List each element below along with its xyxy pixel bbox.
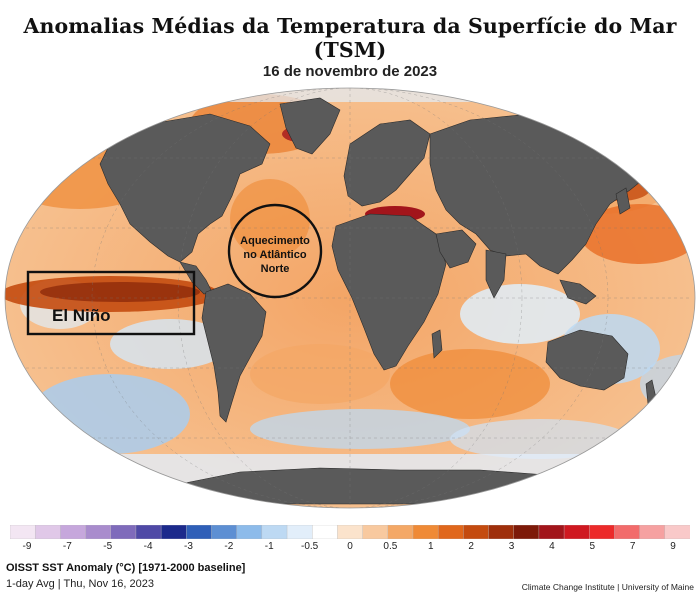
- colorbar-tick-label: -2: [224, 541, 234, 552]
- colorbar-swatch: [412, 524, 439, 540]
- colorbar-swatch: [589, 524, 616, 540]
- landmass-japan: [615, 187, 631, 215]
- colorbar-tick-label: 5: [589, 541, 596, 552]
- colorbar-swatch: [236, 524, 263, 540]
- colorbar-tick-label: -0.5: [301, 541, 319, 552]
- colorbar-tick-label: 0: [347, 541, 353, 552]
- atlantic-warming-circle: [227, 203, 323, 299]
- globe-outline: [4, 87, 696, 509]
- colorbar-tick-label: -1: [264, 541, 274, 552]
- landmass-australia: [545, 329, 629, 391]
- colorbar-tick-label: -9: [22, 541, 32, 552]
- colorbar-tick-label: -5: [103, 541, 113, 552]
- colorbar-tick-labels: -9 -7 -5 -4 -3 -2 -1 -0.5 0 0.5 1 2 3 4 5 7 9: [10, 541, 690, 555]
- colorbar-swatch: [639, 524, 666, 540]
- credit-label: Climate Change Institute | University of…: [521, 582, 694, 592]
- colorbar-swatch: [488, 524, 515, 540]
- atlantic-label-line1: Aquecimento: [240, 235, 310, 247]
- colorbar-swatch: [437, 524, 465, 540]
- colorbar-tick-label: -3: [184, 541, 193, 552]
- colorbar-swatch: [337, 524, 364, 540]
- colorbar-swatch: [513, 524, 540, 540]
- landmass-arabia: [435, 229, 477, 269]
- landmass-madagascar: [431, 329, 443, 359]
- colorbar-swatch: [614, 524, 641, 540]
- world-map: El Niño Aquecimento no Atlântico Norte: [0, 84, 700, 512]
- colorbar-swatches: [9, 524, 691, 540]
- dataset-label: OISST SST Anomaly (°C) [1971-2000 baseli…: [6, 562, 246, 574]
- map-date: 16 de novembro de 2023: [262, 63, 438, 80]
- colorbar-tick-label: 3: [508, 541, 515, 552]
- colorbar-swatch: [211, 524, 238, 540]
- averaging-label: 1-day Avg | Thu, Nov 16, 2023: [6, 578, 154, 590]
- colorbar-swatch: [362, 524, 389, 540]
- colorbar-swatch: [563, 524, 590, 540]
- colorbar-swatch: [463, 524, 490, 540]
- colorbar-tick-label: -7: [62, 541, 72, 552]
- colorbar-swatch: [135, 524, 162, 540]
- colorbar-swatch: [110, 524, 137, 540]
- el-nino-label: El Niño: [52, 306, 111, 325]
- colorbar: [9, 524, 691, 540]
- landmass-south-america: [201, 283, 267, 423]
- colorbar-swatch: [387, 524, 414, 540]
- colorbar-swatch: [85, 524, 112, 540]
- colorbar-tick-label: 9: [670, 541, 676, 552]
- landmass-africa: [331, 213, 447, 371]
- colorbar-tick-label: 0.5: [383, 541, 398, 552]
- colorbar-swatch: [286, 524, 313, 540]
- colorbar-swatch: [160, 524, 188, 540]
- colorbar-swatch: [34, 524, 62, 540]
- colorbar-swatch: [664, 524, 691, 540]
- colorbar-tick-label: -4: [143, 541, 153, 552]
- landmass-north-america: [99, 113, 271, 263]
- colorbar-swatch: [312, 524, 339, 540]
- colorbar-tick-label: 1: [427, 541, 434, 552]
- landmass-europe: [343, 119, 431, 207]
- colorbar-swatch: [186, 524, 213, 540]
- landmass-greenland: [279, 97, 341, 155]
- map-title: Anomalias Médias da Temperatura da Super…: [23, 14, 677, 62]
- colorbar-swatch: [9, 524, 36, 540]
- graticule: [8, 88, 692, 508]
- colorbar-swatch: [60, 524, 87, 540]
- colorbar-tick-label: 4: [549, 541, 555, 552]
- colorbar-tick-label: 2: [468, 541, 474, 552]
- landmass-india: [485, 249, 507, 299]
- colorbar-tick-label: 7: [629, 541, 636, 552]
- atlantic-label-line3: Norte: [261, 263, 290, 275]
- sst-anomaly-map: El Niño Aquecimento no Atlântico Norte: [4, 87, 696, 509]
- atlantic-label-line2: no Atlântico: [243, 249, 306, 261]
- colorbar-swatch: [538, 524, 565, 540]
- colorbar-swatch: [261, 524, 288, 540]
- el-nino-box: [26, 270, 196, 336]
